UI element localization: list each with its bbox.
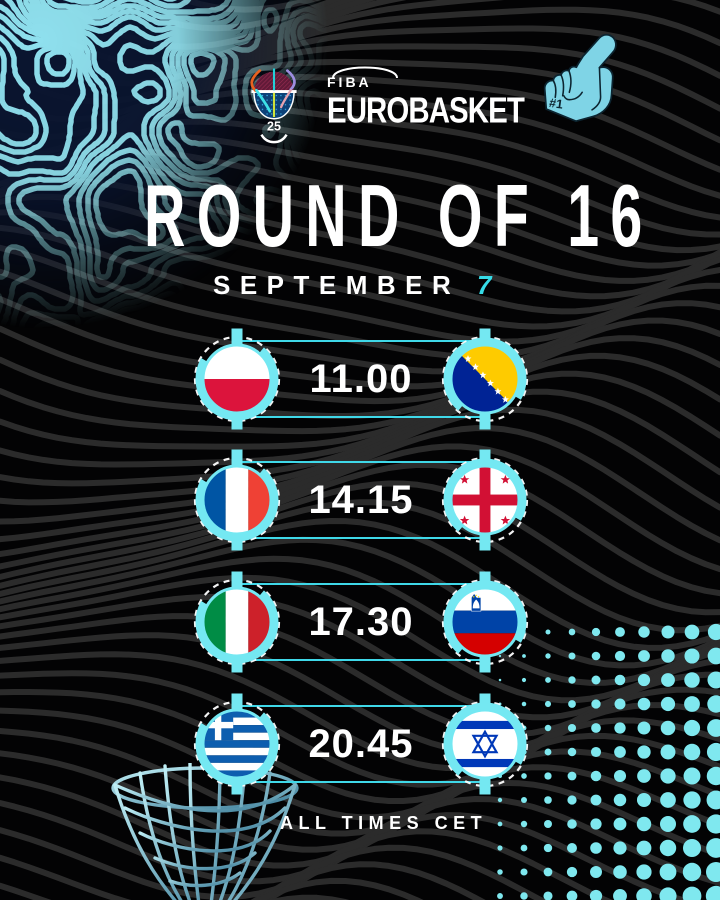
svg-text:11.00: 11.00 — [310, 357, 413, 401]
svg-text:14.15: 14.15 — [308, 478, 413, 522]
svg-text:17.30: 17.30 — [308, 600, 413, 644]
svg-text:20.45: 20.45 — [308, 722, 413, 766]
